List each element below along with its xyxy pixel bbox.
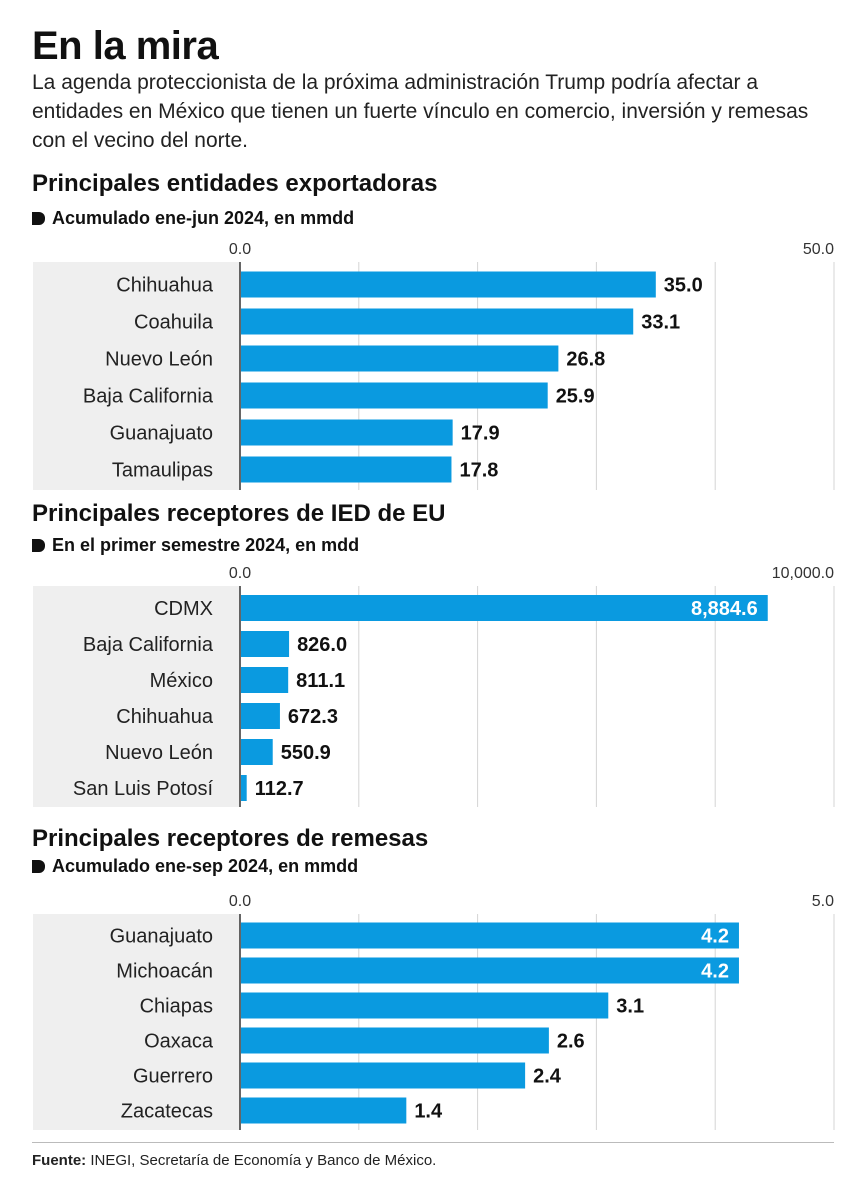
source-text: INEGI, Secretaría de Economía y Banco de… <box>86 1152 437 1169</box>
tick-label-min: 0.0 <box>229 893 251 910</box>
category-label: CDMX <box>154 598 213 620</box>
source-label: Fuente: <box>32 1152 87 1169</box>
category-label: Guerrero <box>133 1066 213 1088</box>
category-label: Guanajuato <box>110 926 213 948</box>
tick-label-max: 50.0 <box>803 241 834 258</box>
bar <box>241 631 290 657</box>
category-label: Nuevo León <box>105 349 213 371</box>
bar <box>241 595 768 621</box>
chart-2-title: Principales receptores de IED de EU <box>32 500 446 527</box>
category-label: Chihuahua <box>116 275 214 297</box>
category-label: Baja California <box>83 634 214 656</box>
chart-exportadoras: 0.0 50.0 Chihuahua 35.0 Coahuila 33.1 Nuevo Le… <box>33 241 835 490</box>
value-label: 26.8 <box>566 349 605 371</box>
value-label: 826.0 <box>297 634 347 656</box>
bar <box>241 1062 526 1089</box>
category-label: Chihuahua <box>116 706 214 728</box>
value-label: 17.8 <box>459 460 498 482</box>
bullet-icon <box>32 212 45 225</box>
bar <box>241 308 634 335</box>
bar <box>241 345 559 372</box>
bar <box>241 456 452 483</box>
label-panel <box>33 262 240 490</box>
value-label: 550.9 <box>281 742 331 764</box>
chart-2-subtitle: En el primer semestre 2024, en mdd <box>32 535 359 556</box>
bar <box>241 271 656 298</box>
tick-label-max: 5.0 <box>812 893 834 910</box>
value-label: 33.1 <box>641 312 680 334</box>
category-label: Oaxaca <box>144 1031 214 1053</box>
category-label: San Luis Potosí <box>73 778 214 800</box>
value-label: 112.7 <box>255 778 304 800</box>
chart-1-title: Principales entidades exportadoras <box>32 170 438 197</box>
bullet-icon <box>32 539 45 552</box>
bar <box>241 922 739 949</box>
category-label: Coahuila <box>134 312 214 334</box>
category-label: México <box>150 670 213 692</box>
tick-label-min: 0.0 <box>229 565 251 582</box>
value-label: 2.6 <box>557 1031 585 1053</box>
value-label: 17.9 <box>461 423 500 445</box>
chart-1-subtitle: Acumulado ene-jun 2024, en mmdd <box>32 208 354 229</box>
bar <box>241 992 609 1019</box>
label-panel <box>33 586 240 807</box>
value-label: 672.3 <box>288 706 338 728</box>
category-label: Zacatecas <box>121 1101 213 1123</box>
value-label: 3.1 <box>616 996 644 1018</box>
value-label: 4.2 <box>701 926 729 948</box>
source-note: Fuente: INEGI, Secretaría de Economía y … <box>32 1152 436 1169</box>
category-label: Tamaulipas <box>112 460 213 482</box>
bullet-icon <box>32 860 45 873</box>
category-label: Chiapas <box>140 996 213 1018</box>
value-label: 1.4 <box>414 1101 443 1123</box>
value-label: 811.1 <box>296 670 345 692</box>
chart-3-subtitle: Acumulado ene-sep 2024, en mmdd <box>32 856 358 877</box>
value-label: 4.2 <box>701 961 729 983</box>
value-label: 35.0 <box>664 275 703 297</box>
page-title: En la mira <box>32 24 219 68</box>
tick-label-max: 10,000.0 <box>772 565 834 582</box>
bar <box>241 703 280 729</box>
category-label: Guanajuato <box>110 423 213 445</box>
label-panel <box>33 914 240 1130</box>
bar <box>241 1027 549 1054</box>
page-subtitle: La agenda proteccionista de la próxima a… <box>32 71 809 152</box>
bar <box>241 667 289 693</box>
bar <box>241 739 273 765</box>
bar <box>241 382 548 409</box>
bar <box>241 419 453 446</box>
chart-3-subtitle-text: Acumulado ene-sep 2024, en mmdd <box>52 856 359 876</box>
chart-remesas: 0.0 5.0 Guanajuato 4.2 Michoacán 4.2 Chiapas 3.… <box>33 893 835 1130</box>
bar <box>241 775 247 801</box>
category-label: Baja California <box>83 386 214 408</box>
chart-1-subtitle-text: Acumulado ene-jun 2024, en mmdd <box>52 208 355 228</box>
value-label: 25.9 <box>556 386 595 408</box>
chart-ied: 0.0 10,000.0 CDMX 8,884.6 Baja California 826… <box>33 565 835 807</box>
bar <box>241 1097 407 1124</box>
tick-label-min: 0.0 <box>229 241 251 258</box>
bar <box>241 957 739 984</box>
value-label: 8,884.6 <box>691 598 758 620</box>
source-divider <box>32 1142 834 1143</box>
category-label: Michoacán <box>116 961 213 983</box>
chart-3-title: Principales receptores de remesas <box>32 825 429 852</box>
category-label: Nuevo León <box>105 742 213 764</box>
chart-2-subtitle-text: En el primer semestre 2024, en mdd <box>52 535 360 555</box>
value-label: 2.4 <box>533 1066 562 1088</box>
